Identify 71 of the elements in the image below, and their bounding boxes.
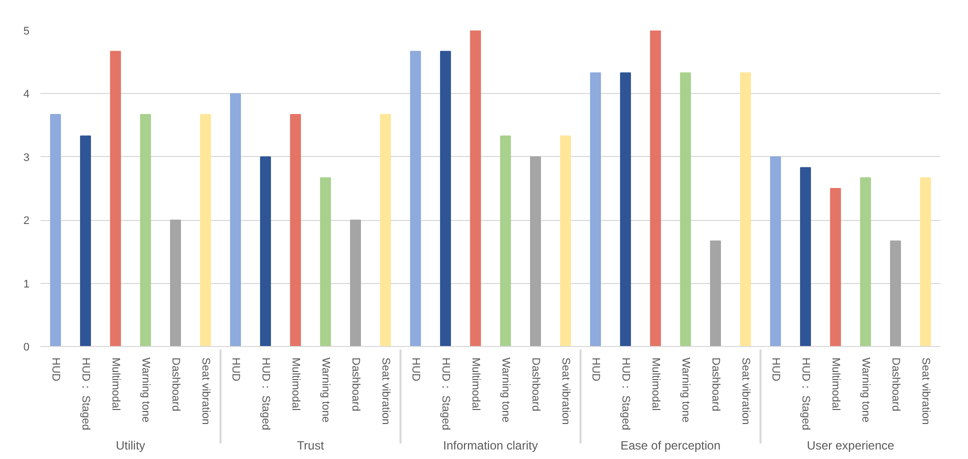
text: HUD： Staged [260,358,272,430]
text: Seat vibration [740,358,752,425]
text: Dashboard [530,358,542,412]
text: Seat vibration [200,358,212,425]
y-tick-label: 1 [23,278,30,290]
text: Dashboard [710,358,722,412]
x-tick-label: Ease of perception [620,438,721,452]
bar [350,220,361,346]
bar [620,72,631,346]
bar [710,240,721,346]
text: HUD： Staged [80,358,92,430]
bar [380,114,391,346]
text: HUD： Staged [440,358,452,430]
bar [230,93,241,346]
bar [590,72,601,346]
bar [200,114,211,346]
text: Warning tone [500,358,512,423]
bar [140,114,151,346]
bar [410,50,421,346]
text: Dashboard [170,358,182,412]
y-tick-label: 0 [23,342,30,354]
x-tick-label: Trust [297,438,325,452]
bar [770,156,781,346]
text: HUD [590,358,602,382]
text: Warning tone [860,358,872,423]
text: Multimodal [110,358,122,411]
text: HUD： Staged [800,358,812,430]
text: Seat vibration [380,358,392,425]
x-tick-label: User experience [806,438,895,452]
bar [500,136,511,346]
text: Multimodal [650,358,662,411]
bar [740,72,751,346]
bar [110,50,121,346]
text: HUD [770,358,782,382]
text: HUD： Staged [620,358,632,430]
text: Dashboard [350,358,362,412]
text: HUD [50,358,62,382]
text: Dashboard [890,358,902,412]
bar [860,177,871,346]
text: Warning tone [320,358,332,423]
x-tick-label: Information clarity [443,438,538,452]
bar [920,177,931,346]
text: HUD [230,358,242,382]
bar [800,167,811,346]
bar [830,188,841,346]
bar [440,50,451,346]
bar [890,240,901,346]
y-tick-label: 3 [23,152,30,164]
bar [80,136,91,346]
y-tick-label: 5 [23,26,30,38]
text: Multimodal [830,358,842,411]
bar [470,30,481,346]
text: Warning tone [680,358,692,423]
bar [290,114,301,346]
text: Multimodal [290,358,302,411]
bar [50,114,61,346]
text: Seat vibration [560,358,572,425]
bar [650,30,661,346]
bar [320,177,331,346]
y-tick-label: 2 [23,215,30,228]
text: HUD [410,358,422,382]
bar [560,136,571,346]
bar [260,156,271,346]
x-tick-label: Utility [116,438,146,452]
text: Multimodal [470,358,482,411]
bar [680,72,691,346]
text: Seat vibration [920,358,932,425]
text: Warning tone [140,358,152,423]
bar [170,220,181,346]
bar [530,156,541,346]
y-tick-label: 4 [23,88,30,101]
